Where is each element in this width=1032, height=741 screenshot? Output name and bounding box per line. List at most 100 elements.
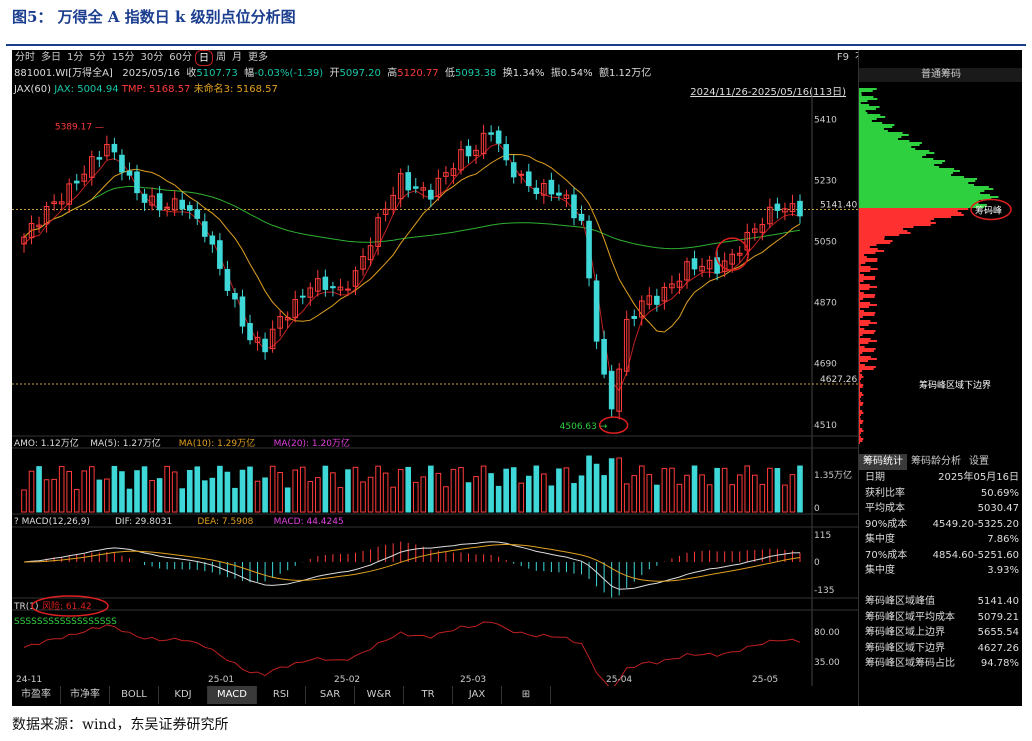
candle-body: [473, 149, 479, 156]
period-3[interactable]: 5分: [89, 52, 106, 63]
volume-bar: [721, 467, 728, 513]
change-label: 幅: [244, 68, 255, 79]
indicator-tab-4[interactable]: MACD: [208, 686, 257, 704]
volume-bar: [202, 480, 208, 513]
chip-bar: [859, 106, 880, 108]
candle-body: [73, 180, 80, 184]
volume-bar: [563, 467, 570, 513]
chip-bar: [859, 250, 884, 252]
candle-body: [164, 206, 170, 209]
period-7[interactable]: 日: [194, 50, 213, 66]
period-5[interactable]: 30分: [140, 52, 164, 63]
indicator-tab-1[interactable]: 市净率: [61, 686, 110, 704]
period-2[interactable]: 1分: [67, 52, 84, 63]
chip-tab-2[interactable]: 设置: [969, 456, 989, 467]
amo-legend-0: AMO: 1.12万亿: [14, 437, 79, 449]
chip-bar: [859, 438, 864, 440]
toolbar-item-0[interactable]: F9: [836, 52, 850, 63]
chip-bar: [859, 276, 876, 278]
volume-bar: [352, 466, 359, 513]
candle-body: [337, 286, 344, 291]
chip-peak-circle: [970, 198, 1012, 221]
candle-body: [767, 206, 773, 225]
indicator-tab-9[interactable]: JAX: [453, 686, 502, 704]
chip-bar: [859, 190, 985, 192]
volume-bar: [315, 477, 321, 513]
macd-tick-label: 0: [814, 558, 820, 568]
chip-bar: [859, 246, 870, 248]
chip-bar: [859, 408, 860, 410]
chip-bar: [859, 380, 860, 382]
chip-bar: [859, 270, 871, 272]
chip-bar: [859, 228, 904, 230]
candle-body: [119, 154, 125, 173]
chip-bar: [859, 368, 874, 370]
volume-bar: [458, 467, 464, 513]
chip-bar: [859, 218, 935, 220]
volume-bar: [654, 484, 660, 513]
chip-bar: [859, 210, 958, 212]
chip-bar: [859, 426, 860, 428]
chip-bar: [859, 248, 878, 250]
period-0[interactable]: 分时: [15, 52, 35, 63]
chip-stat-row: 筹码峰区域上边界 5655.54: [859, 625, 1022, 641]
chip-bar: [859, 432, 861, 434]
chip-bar: [859, 104, 870, 106]
volume-bar: [111, 465, 118, 513]
period-6[interactable]: 60分: [169, 52, 192, 63]
chip-bar: [859, 372, 861, 374]
chip-tab-1[interactable]: 筹码龄分析: [911, 456, 961, 467]
candle-body: [789, 203, 796, 213]
chip-stat-row: 70%成本 4854.60-5251.60: [859, 548, 1022, 564]
indicator-tab-8[interactable]: TR: [404, 686, 453, 704]
risk-annotation-circle: [31, 595, 109, 617]
indicator-tabs: 市盈率 市净率 BOLL KDJ MACD RSI SAR W&R TR JAX ⊞: [12, 686, 551, 704]
period-4[interactable]: 15分: [111, 52, 135, 63]
volume-bar: [412, 481, 419, 513]
candle-body: [367, 245, 374, 261]
add-indicator-icon[interactable]: ⊞: [502, 686, 551, 704]
amount-label: 额: [598, 68, 609, 79]
chip-stat-label: 筹码峰区域下边界: [865, 642, 945, 654]
indicator-tab-3[interactable]: KDJ: [159, 686, 208, 704]
volume-bar: [744, 465, 751, 513]
turnover-label: 换: [502, 68, 513, 79]
candle-body: [345, 288, 351, 291]
candle-body: [563, 194, 570, 199]
chip-stat-label: 筹码峰区域筹码占比: [865, 658, 955, 669]
chip-stat-value: 94.78%: [980, 658, 1019, 669]
chip-tab-0[interactable]: 筹码统计: [859, 454, 907, 470]
volume-bar: [156, 478, 163, 513]
period-10[interactable]: 更多: [247, 52, 268, 63]
chip-bar: [859, 90, 873, 92]
chip-bar: [859, 92, 862, 94]
candle-body: [277, 316, 283, 329]
amplitude-value: 0.54%: [560, 68, 593, 79]
chip-bar: [859, 334, 863, 336]
amplitude-label: 振: [550, 68, 561, 79]
date-range-selector[interactable]: 2024/11/26-2025/05/16(113日): [690, 87, 846, 98]
period-8[interactable]: 周: [215, 52, 226, 63]
chip-peak-label: 筹码峰: [975, 205, 1002, 217]
indicator-tab-7[interactable]: W&R: [355, 686, 404, 704]
indicator-tab-0[interactable]: 市盈率: [12, 686, 61, 704]
chip-bar: [859, 274, 864, 276]
chip-bar: [859, 412, 864, 414]
indicator-tab-2[interactable]: BOLL: [110, 686, 159, 704]
indicator-tab-6[interactable]: SAR: [306, 686, 355, 704]
volume-bar: [89, 466, 95, 513]
period-9[interactable]: 月: [231, 52, 242, 63]
indicator-tab-5[interactable]: RSI: [257, 686, 306, 704]
low-label: 低: [444, 68, 455, 79]
chip-bar: [859, 122, 883, 124]
chip-bar: [859, 148, 916, 150]
chip-bar: [859, 364, 865, 366]
volume-bar: [119, 471, 125, 513]
period-1[interactable]: 多日: [41, 52, 61, 63]
volume-bar: [247, 466, 253, 513]
volume-bar: [661, 468, 668, 513]
volume-bar: [254, 480, 261, 513]
candle-body: [21, 236, 27, 245]
candle-body: [134, 171, 140, 194]
